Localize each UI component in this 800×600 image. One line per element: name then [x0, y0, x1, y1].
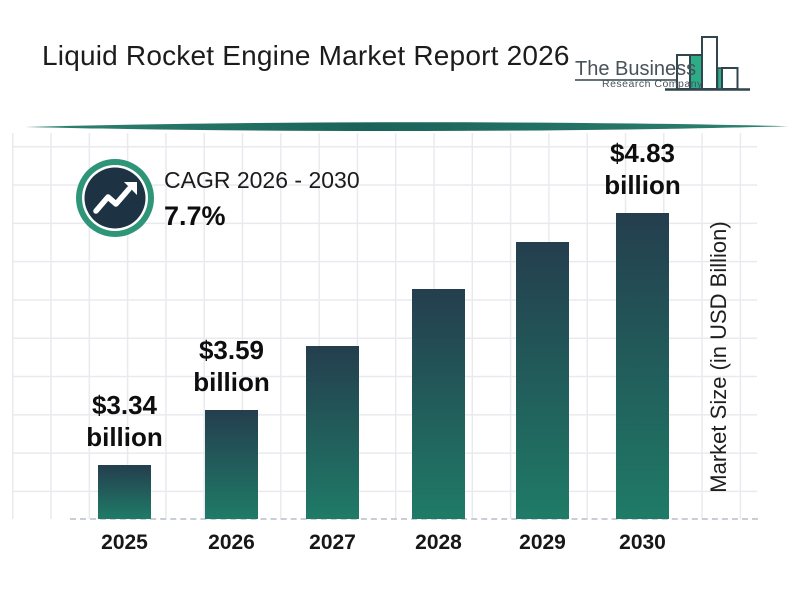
- x-tick-2027: 2027: [309, 531, 356, 554]
- x-tick-2030: 2030: [619, 531, 666, 554]
- cagr-value: 7.7%: [164, 201, 226, 231]
- x-tick-2025: 2025: [101, 531, 148, 554]
- cagr-badge: [76, 159, 154, 237]
- bar-2030: [616, 213, 669, 519]
- cagr-label: CAGR 2026 - 2030: [164, 167, 360, 193]
- trend-up-icon: [93, 182, 137, 214]
- chart-baseline: [70, 518, 758, 520]
- bar-2026: [205, 410, 258, 519]
- page-title: Liquid Rocket Engine Market Report 2026: [42, 40, 570, 71]
- bar-2028: [412, 289, 465, 519]
- bar-2027: [306, 346, 359, 519]
- value-label-2026: $3.59 billion: [193, 335, 270, 397]
- company-logo: The Business Research Company: [575, 36, 750, 91]
- x-tick-2026: 2026: [208, 531, 255, 554]
- cagr-text-block: CAGR 2026 - 2030 7.7%: [164, 167, 360, 232]
- logo-name: The Business: [575, 58, 696, 80]
- x-tick-2029: 2029: [519, 531, 566, 554]
- bar-2025: [98, 465, 151, 519]
- logo-subtitle: Research Company: [602, 78, 703, 90]
- bar-2029: [516, 242, 569, 519]
- x-tick-2028: 2028: [415, 531, 462, 554]
- logo-bars-icon: [665, 36, 750, 91]
- value-label-2025: $3.34 billion: [86, 390, 163, 452]
- y-axis-label: Market Size (in USD Billion): [706, 221, 731, 493]
- header-divider: [25, 122, 788, 132]
- value-label-2030: $4.83 billion: [604, 138, 681, 200]
